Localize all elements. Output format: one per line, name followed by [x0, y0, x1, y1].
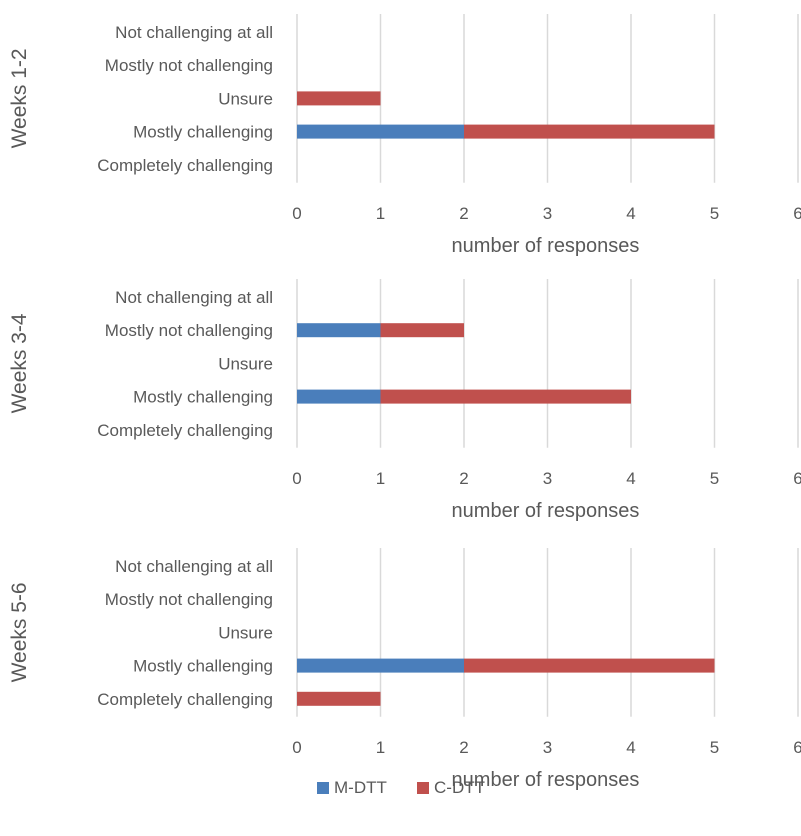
- category-label: Mostly challenging: [133, 657, 273, 676]
- bar-c-dtt: [297, 91, 381, 106]
- x-tick-label: 2: [459, 204, 468, 223]
- x-tick-label: 5: [710, 469, 719, 488]
- category-label: Completely challenging: [97, 156, 273, 175]
- bar-c-dtt: [380, 389, 631, 404]
- x-tick-label: 3: [543, 204, 552, 223]
- group-label: Weeks 5-6: [8, 582, 31, 682]
- category-label: Mostly not challenging: [105, 56, 273, 75]
- bar-c-dtt: [464, 124, 715, 139]
- bar-c-dtt: [380, 323, 464, 338]
- category-label: Not challenging at all: [115, 23, 273, 42]
- x-axis-title: number of responses: [452, 500, 640, 522]
- bar-m-dtt: [297, 658, 464, 673]
- x-tick-label: 0: [292, 469, 301, 488]
- legend-label: M-DTT: [334, 778, 387, 797]
- category-label: Not challenging at all: [115, 288, 273, 307]
- x-tick-label: 4: [626, 204, 635, 223]
- category-label: Mostly not challenging: [105, 321, 273, 340]
- x-tick-label: 0: [292, 738, 301, 757]
- x-tick-label: 1: [376, 738, 385, 757]
- x-axis-title: number of responses: [452, 235, 640, 257]
- group-label: Weeks 1-2: [8, 48, 31, 148]
- bar-m-dtt: [297, 124, 464, 139]
- x-tick-label: 6: [793, 469, 801, 488]
- x-axis-title: number of responses: [452, 769, 640, 791]
- bar-c-dtt: [297, 691, 381, 706]
- category-label: Unsure: [218, 623, 273, 642]
- x-tick-label: 1: [376, 204, 385, 223]
- bar-c-dtt: [464, 658, 715, 673]
- legend-label: C-DTT: [434, 778, 485, 797]
- category-label: Mostly not challenging: [105, 590, 273, 609]
- x-tick-label: 5: [710, 738, 719, 757]
- category-label: Unsure: [218, 354, 273, 373]
- x-tick-label: 4: [626, 738, 635, 757]
- x-tick-label: 3: [543, 738, 552, 757]
- category-label: Mostly challenging: [133, 123, 273, 142]
- category-label: Completely challenging: [97, 690, 273, 709]
- x-tick-label: 4: [626, 469, 635, 488]
- bar-m-dtt: [297, 323, 381, 338]
- bar-m-dtt: [297, 389, 381, 404]
- x-tick-label: 6: [793, 738, 801, 757]
- x-tick-label: 0: [292, 204, 301, 223]
- x-tick-label: 5: [710, 204, 719, 223]
- legend-swatch: [317, 782, 329, 794]
- category-label: Completely challenging: [97, 421, 273, 440]
- category-label: Not challenging at all: [115, 557, 273, 576]
- category-label: Mostly challenging: [133, 388, 273, 407]
- group-label: Weeks 3-4: [8, 313, 31, 413]
- x-tick-label: 3: [543, 469, 552, 488]
- x-tick-label: 2: [459, 738, 468, 757]
- x-tick-label: 6: [793, 204, 801, 223]
- x-tick-label: 1: [376, 469, 385, 488]
- x-tick-label: 2: [459, 469, 468, 488]
- category-label: Unsure: [218, 89, 273, 108]
- legend-swatch: [417, 782, 429, 794]
